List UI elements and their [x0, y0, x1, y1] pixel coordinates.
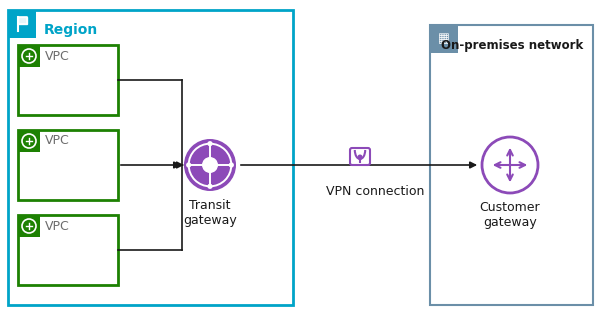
Text: Region: Region: [44, 23, 98, 37]
Circle shape: [229, 162, 234, 168]
Polygon shape: [18, 17, 27, 24]
Bar: [18, 215, 118, 285]
Bar: [430, 25, 593, 305]
Circle shape: [203, 158, 218, 172]
Circle shape: [207, 141, 213, 146]
Text: VPN connection: VPN connection: [326, 185, 424, 198]
Bar: [18, 45, 40, 67]
Text: On-premises network: On-premises network: [441, 39, 583, 52]
Circle shape: [482, 137, 538, 193]
FancyBboxPatch shape: [350, 148, 370, 165]
Text: Customer
gateway: Customer gateway: [480, 201, 540, 229]
Text: VPC: VPC: [45, 220, 70, 232]
Bar: [8, 10, 293, 305]
Bar: [18, 45, 118, 115]
Text: Transit
gateway: Transit gateway: [183, 199, 237, 227]
Bar: [18, 130, 118, 200]
Text: VPC: VPC: [45, 134, 70, 148]
Text: VPC: VPC: [45, 49, 70, 63]
Bar: [8, 10, 36, 38]
Bar: [430, 25, 458, 53]
Bar: [18, 130, 40, 152]
Bar: [18, 215, 40, 237]
Circle shape: [186, 162, 191, 168]
Circle shape: [207, 184, 213, 189]
Circle shape: [184, 139, 236, 191]
Text: ▦: ▦: [438, 32, 450, 46]
Circle shape: [358, 154, 362, 160]
